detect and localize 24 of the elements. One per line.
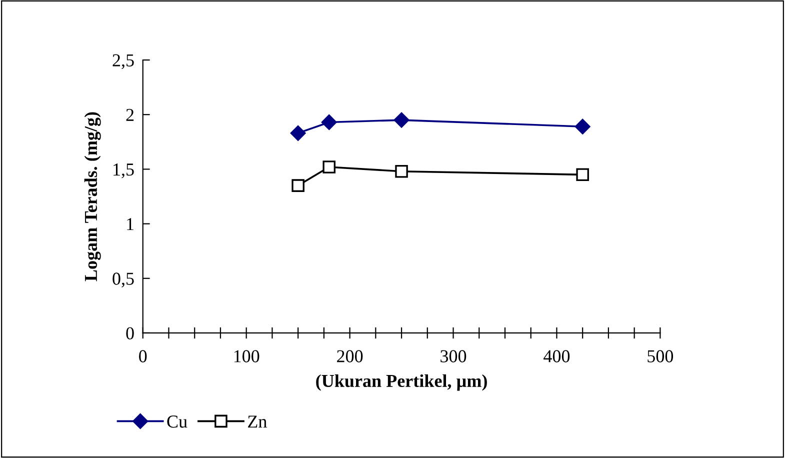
point — [290, 125, 306, 141]
legend-label: Zn — [248, 416, 267, 428]
point — [574, 118, 590, 134]
point — [395, 164, 408, 178]
y-tick-label: 1 — [127, 218, 134, 230]
y-tick-label: 2 — [126, 108, 134, 121]
y-tick-label: 0,5 — [112, 272, 134, 288]
x-tick-label: 200 — [337, 350, 363, 362]
y-axis-title: Logam Terads. (mg/g) — [84, 112, 101, 282]
legend-label: Cu — [167, 416, 188, 428]
x-axis-title: (Ukuran Pertikel, µm) — [316, 374, 487, 391]
x-tick-label: 500 — [648, 350, 674, 362]
x-tick-label: 400 — [544, 350, 570, 362]
x-tick-label: 100 — [234, 350, 260, 362]
point — [322, 160, 336, 174]
x-tick-label: 0 — [139, 350, 147, 362]
point — [576, 168, 589, 182]
y-tick-label: 2,5 — [112, 54, 134, 70]
point — [394, 112, 410, 128]
y-tick-label: 1,5 — [114, 164, 134, 178]
x-tick-label: 300 — [440, 350, 466, 362]
point — [292, 179, 304, 192]
y-tick-label: 0 — [126, 327, 134, 340]
point — [321, 114, 337, 130]
